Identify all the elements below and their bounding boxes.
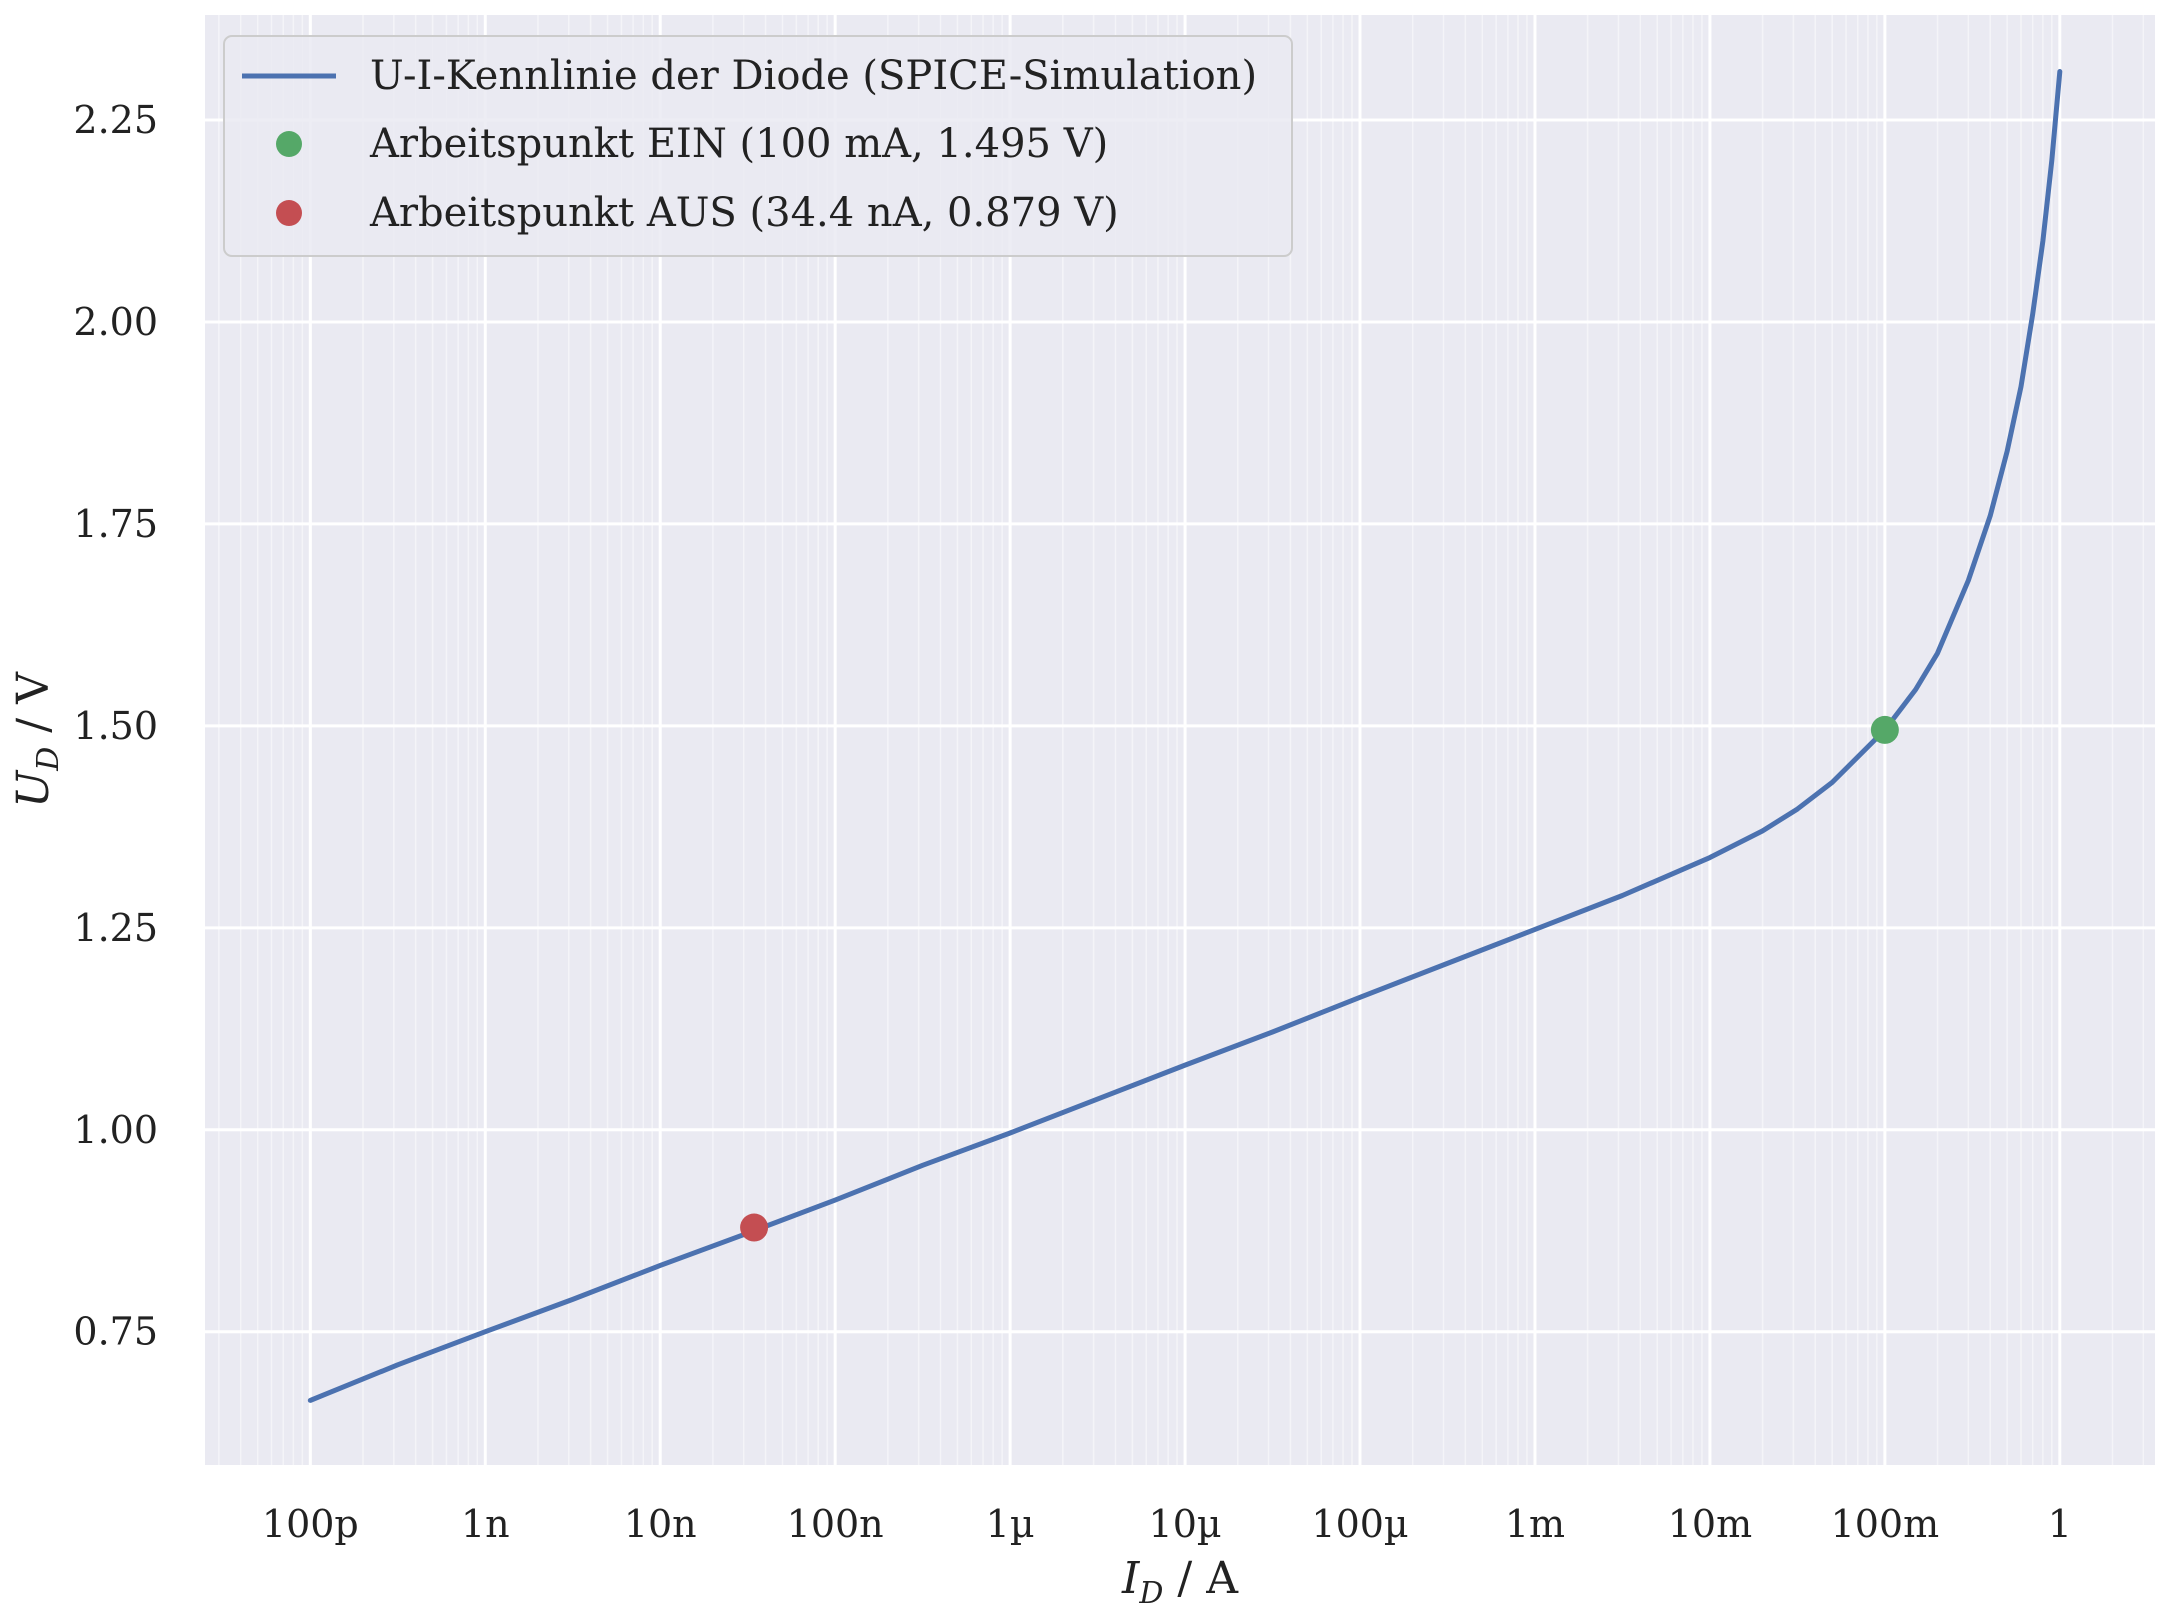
y-tick-label: 2.00: [73, 300, 158, 344]
x-tick-labels: 100p 1n 10n 100n 1µ 10µ 100µ 1m 10m 100m 1: [262, 1502, 2072, 1546]
y-tick-labels: 0.75 1.00 1.25 1.50 1.75 2.00 2.25: [73, 98, 158, 1354]
y-axis-label-unit: / V: [8, 671, 59, 747]
operating-point-marker: [1870, 715, 1899, 744]
x-tick-label: 1µ: [986, 1502, 1035, 1546]
x-tick-label: 100p: [262, 1502, 359, 1546]
y-tick-label: 2.25: [73, 98, 158, 142]
legend-box: [223, 35, 1293, 257]
x-tick-label: 100n: [787, 1502, 884, 1546]
legend-entry: Arbeitspunkt EIN (100 mA, 1.495 V): [369, 121, 1108, 167]
x-tick-label: 1: [2048, 1502, 2072, 1546]
x-axis-label: ID / A: [1121, 1553, 1239, 1611]
x-tick-label: 10µ: [1149, 1502, 1222, 1546]
y-tick-label: 1.75: [73, 502, 158, 546]
y-tick-label: 1.50: [73, 704, 158, 748]
legend-point-marker: [276, 200, 302, 226]
y-tick-label: 1.00: [73, 1108, 158, 1152]
x-axis-label-sub: D: [1138, 1576, 1163, 1611]
x-tick-label: 100µ: [1311, 1502, 1408, 1546]
x-tick-label: 1m: [1505, 1502, 1565, 1546]
y-tick-label: 1.25: [73, 906, 158, 950]
y-tick-label: 0.75: [73, 1310, 158, 1354]
series-layer: [307, 69, 2063, 1403]
legend-entry: Arbeitspunkt AUS (34.4 nA, 0.879 V): [369, 190, 1119, 236]
x-tick-label: 100m: [1831, 1502, 1940, 1546]
x-tick-label: 10m: [1668, 1502, 1752, 1546]
legend-point-marker: [276, 131, 302, 157]
x-tick-label: 10n: [624, 1502, 697, 1546]
legend: U-I-Kennlinie der Diode (SPICE-Simulatio…: [223, 35, 1293, 257]
y-axis-label-main: U: [8, 769, 59, 808]
x-tick-label: 1n: [461, 1502, 510, 1546]
y-axis-label: UD / V: [8, 671, 66, 808]
x-axis-label-main: I: [1121, 1553, 1141, 1604]
x-axis-label-unit: / A: [1163, 1553, 1239, 1604]
legend-entry: U-I-Kennlinie der Diode (SPICE-Simulatio…: [370, 53, 1257, 99]
y-axis-label-sub: D: [31, 747, 66, 772]
operating-point-marker: [740, 1213, 769, 1242]
